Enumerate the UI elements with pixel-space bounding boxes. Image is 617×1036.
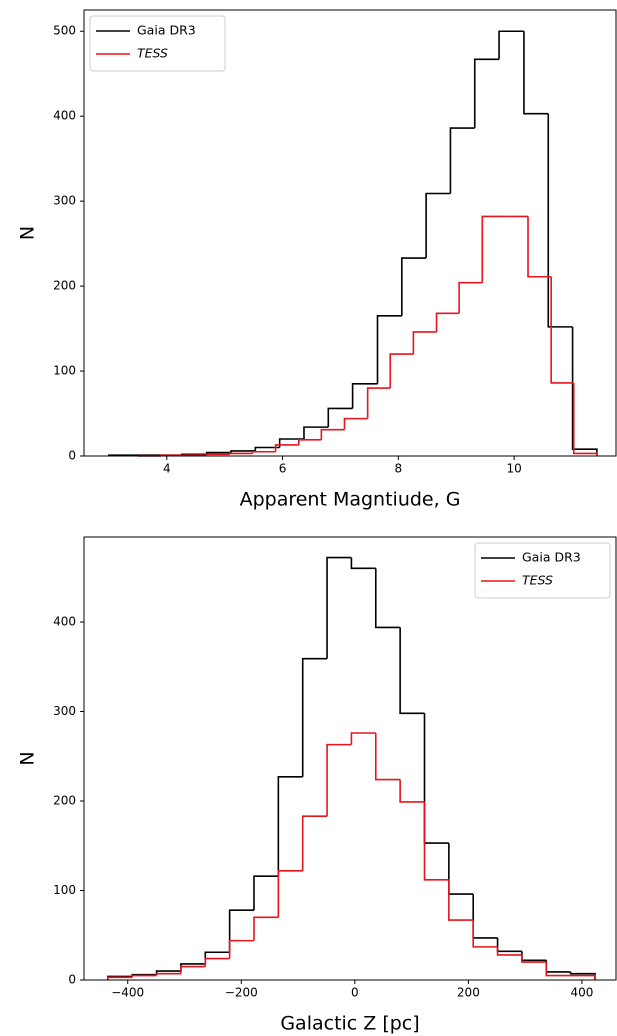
histogram-step [155,972,181,976]
x-tick-label: 200 [457,986,480,1000]
legend-label: TESS [522,573,553,588]
legend-label: Gaia DR3 [137,23,196,38]
histogram-step [204,957,230,967]
histogram-step [448,843,474,895]
histogram-step [545,960,571,973]
plot-frame [83,536,617,981]
histogram-step [228,939,254,959]
histogram-step [570,974,596,980]
histogram-step [277,776,303,877]
histogram-step [374,568,401,629]
x-tick-label: 0 [351,986,359,1000]
histogram-step [180,965,206,974]
histogram-step [550,276,574,384]
y-tick-label: 300 [53,194,76,208]
histogram-step [496,946,522,956]
histogram-step [423,801,449,881]
histogram-step [399,627,425,715]
histogram-step [498,30,524,60]
histogram-step [253,916,279,941]
y-tick-label: 500 [53,24,76,38]
legend-label: Gaia DR3 [522,550,581,565]
histogram-step [481,215,505,283]
legend-box [89,15,226,72]
histogram-step [274,444,299,452]
y-tick-label: 300 [53,704,76,718]
y-axis-label: N [17,751,39,765]
y-tick-label: 100 [53,883,76,897]
histogram-step [326,556,352,659]
legend-label: TESS [137,46,168,61]
histogram-step [472,894,498,939]
y-tick-label: 0 [68,973,76,987]
plot-frame [83,9,617,457]
histogram-step [374,732,401,781]
histogram-step [572,382,598,456]
histogram-step [571,326,598,456]
histogram-step [320,428,345,440]
histogram-step [376,315,402,384]
histogram-step [343,417,368,430]
histogram-step [496,937,522,953]
histogram-step [297,439,322,445]
y-tick-label: 400 [53,109,76,123]
histogram-step [399,779,425,803]
legend-box [474,542,611,599]
histogram-step [253,875,279,911]
y-tick-label: 400 [53,615,76,629]
histogram-step [521,954,547,963]
histogram-step [448,879,474,921]
histogram-step [521,951,547,962]
histogram-step [230,450,256,453]
histogram-step [251,450,276,454]
x-tick-label: 10 [506,462,521,476]
histogram-step [326,743,352,817]
histogram-step [107,976,133,980]
histogram-step [401,257,427,316]
histogram-step [423,713,449,844]
histogram-step [547,113,573,328]
histogram-step [435,312,460,332]
y-tick-label: 0 [68,449,76,463]
histogram-step [350,557,376,570]
histogram-step [301,815,328,871]
histogram-step [523,31,549,115]
x-tick-label: −400 [111,986,144,1000]
histogram-step [205,453,230,456]
histogram-step [389,353,414,389]
histogram-step [229,452,253,455]
histogram-step [350,732,376,745]
y-tick-label: 200 [53,794,76,808]
histogram-step [425,192,451,259]
histogram-step [473,58,500,129]
histogram-step [180,963,206,972]
histogram-step [412,331,437,355]
histogram-step [327,407,353,428]
histogram-step [303,426,329,440]
x-tick-label: 4 [163,462,171,476]
histogram-step [228,909,254,953]
x-tick-label: 6 [279,462,287,476]
histogram-step [351,382,378,409]
histogram-step [366,387,391,419]
histogram-step [545,962,571,977]
y-tick-label: 100 [53,364,76,378]
y-axis-label: N [17,226,39,240]
x-tick-label: 8 [395,462,403,476]
x-axis-label: Apparent Magntiude, G [240,489,461,511]
histogram-step [131,974,157,978]
y-tick-label: 200 [53,279,76,293]
histogram-step [277,870,303,918]
histogram-step [458,281,483,314]
histogram-step [301,657,328,777]
histogram-step [254,446,280,451]
histogram-step [472,920,498,948]
histogram-step [449,127,475,194]
x-axis-label: Galactic Z [pc] [280,1013,419,1035]
histogram-step [527,216,552,278]
x-tick-label: 400 [570,986,593,1000]
x-tick-label: −200 [225,986,258,1000]
